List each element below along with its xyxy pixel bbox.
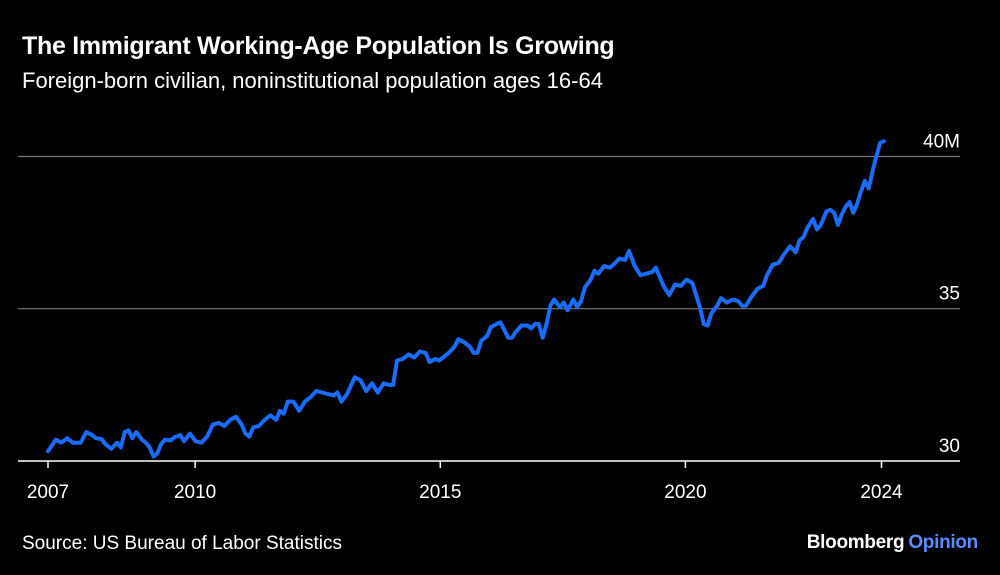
brand-accent: Opinion bbox=[908, 532, 978, 553]
x-tick-label: 2024 bbox=[860, 482, 903, 503]
gridlines bbox=[18, 155, 960, 310]
y-tick-label: 40M bbox=[923, 132, 960, 153]
x-tick-label: 2015 bbox=[419, 482, 461, 503]
brand-logo: Bloomberg Opinion bbox=[806, 532, 979, 554]
x-tick-label: 2007 bbox=[27, 482, 69, 503]
brand-main: Bloomberg bbox=[806, 532, 905, 553]
x-axis-labels: 2007 2010 2015 2020 2024 bbox=[27, 482, 903, 503]
source-note: Source: US Bureau of Labor Statistics bbox=[22, 533, 342, 554]
chart-subtitle: Foreign-born civilian, noninstitutional … bbox=[22, 68, 603, 93]
series-layer bbox=[46, 139, 886, 459]
x-tick-label: 2020 bbox=[664, 482, 706, 503]
y-tick-label: 30 bbox=[939, 436, 960, 457]
chart-title: The Immigrant Working-Age Population Is … bbox=[22, 32, 615, 60]
x-axis bbox=[18, 460, 960, 468]
y-axis-labels: 30 35 40M bbox=[923, 132, 960, 458]
x-tick-label: 2010 bbox=[174, 482, 216, 503]
series-line bbox=[46, 139, 886, 459]
y-tick-label: 35 bbox=[939, 284, 960, 305]
